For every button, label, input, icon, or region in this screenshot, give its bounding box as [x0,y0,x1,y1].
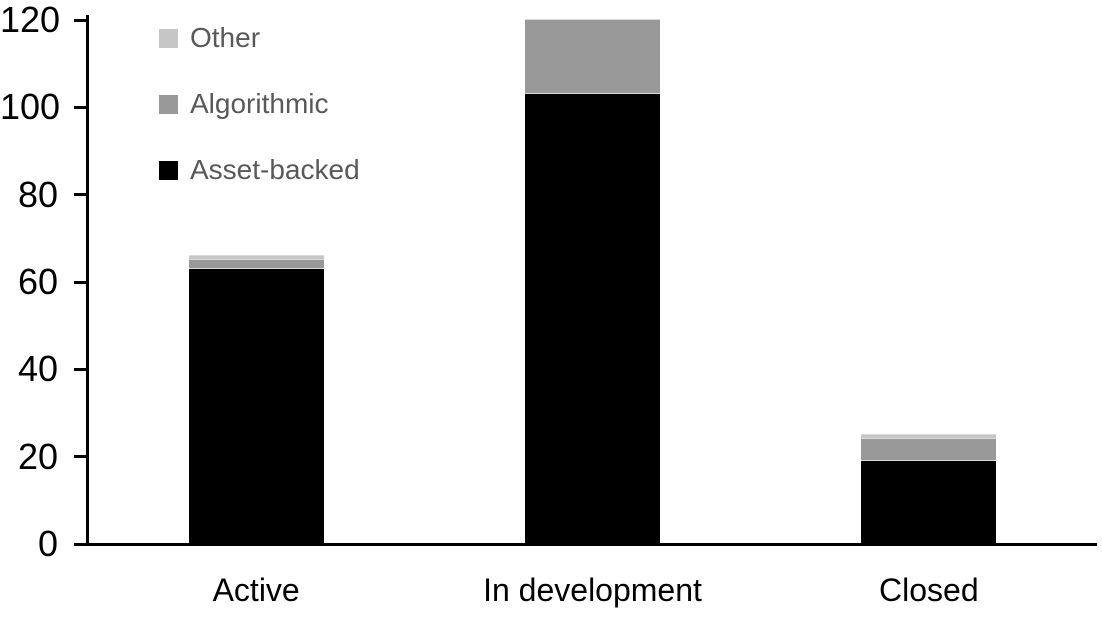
bar-segment-asset-backed-closed [861,460,997,543]
legend-item-asset-backed: Asset-backed [159,155,360,185]
legend-swatch-icon [159,94,178,114]
x-axis-line [86,543,1097,546]
legend-item-algorithmic: Algorithmic [159,89,328,119]
bar-segment-algorithmic-in-development [525,19,660,94]
x-category-label-active: Active [212,572,300,608]
y-tick-label-20: 20 [17,435,58,477]
y-tick-label-0: 0 [37,523,58,564]
bar-segment-asset-backed-in-development [525,93,660,543]
legend-swatch-icon [159,160,178,180]
x-category-label-in-development: In development [483,572,702,608]
bar-segment-other-closed [861,433,997,439]
y-tick-mark-100 [74,105,86,109]
y-tick-mark-80 [74,193,86,197]
y-tick-mark-20 [74,455,86,459]
bar-segment-algorithmic-active [188,259,324,268]
y-tick-mark-40 [74,367,86,371]
y-tick-label-80: 80 [17,173,58,215]
bar-segment-asset-backed-active [188,267,324,543]
legend-item-other: Other [159,23,260,53]
legend-swatch-icon [159,28,178,48]
legend-label: Algorithmic [190,88,329,119]
bar-segment-other-in-development [525,19,660,20]
x-category-label-closed: Closed [879,572,979,608]
y-tick-label-60: 60 [17,261,58,302]
y-tick-label-100: 100 [0,86,61,128]
y-tick-label-40: 40 [17,348,58,390]
legend-label: Asset-backed [190,154,360,185]
bar-segment-algorithmic-closed [861,438,997,461]
y-tick-mark-120 [74,18,86,22]
y-tick-label-120: 120 [0,0,61,40]
y-tick-mark-60 [74,280,86,284]
legend-label: Other [190,22,261,53]
y-tick-mark-0 [74,542,86,546]
y-axis-line [86,15,89,546]
bar-segment-other-active [188,254,324,260]
